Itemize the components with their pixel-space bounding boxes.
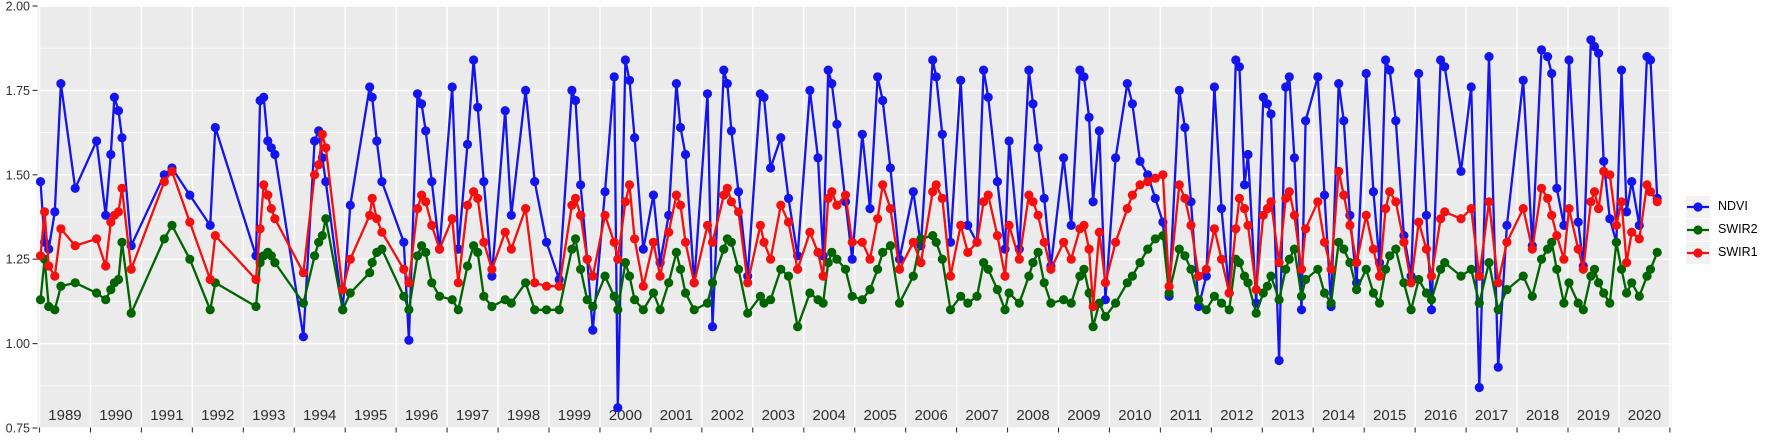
legend-item-swir2: SWIR2	[1686, 218, 1758, 241]
svg-text:2015: 2015	[1373, 407, 1406, 424]
svg-text:2007: 2007	[965, 407, 998, 424]
svg-text:1999: 1999	[558, 407, 591, 424]
legend-label-ndvi: NDVI	[1718, 199, 1748, 214]
svg-text:1.50: 1.50	[6, 168, 30, 182]
svg-text:2002: 2002	[711, 407, 744, 424]
series-swir1	[35, 129, 1662, 312]
svg-text:1992: 1992	[201, 407, 234, 424]
svg-text:2010: 2010	[1118, 407, 1151, 424]
svg-text:2020: 2020	[1628, 407, 1661, 424]
legend: NDVI SWIR2 SWIR1	[1686, 195, 1758, 264]
svg-text:1998: 1998	[507, 407, 540, 424]
svg-text:1994: 1994	[303, 407, 336, 424]
svg-text:2012: 2012	[1220, 407, 1253, 424]
svg-text:2009: 2009	[1067, 407, 1100, 424]
x-axis-ticks	[38, 427, 1671, 433]
legend-item-swir1: SWIR1	[1686, 241, 1758, 264]
svg-text:1.00: 1.00	[6, 337, 30, 351]
series-swir2	[35, 214, 1662, 332]
legend-item-ndvi: NDVI	[1686, 195, 1758, 218]
svg-text:2017: 2017	[1475, 407, 1508, 424]
svg-text:2003: 2003	[762, 407, 795, 424]
svg-text:1.75: 1.75	[6, 84, 30, 98]
svg-text:2.00: 2.00	[6, 0, 30, 14]
x-axis-labels: 1989 1990 1991 1992 1993 1994 1995 1996 1997 1998…	[48, 407, 1661, 424]
svg-text:1995: 1995	[354, 407, 387, 424]
svg-text:2011: 2011	[1170, 407, 1202, 424]
svg-text:2008: 2008	[1016, 407, 1049, 424]
svg-text:1996: 1996	[405, 407, 438, 424]
svg-text:2001: 2001	[660, 407, 693, 424]
svg-text:1993: 1993	[252, 407, 285, 424]
svg-text:1989: 1989	[48, 407, 81, 424]
svg-text:1.25: 1.25	[6, 253, 30, 267]
svg-text:2016: 2016	[1424, 407, 1457, 424]
svg-text:2019: 2019	[1577, 407, 1610, 424]
legend-key-swir2-icon	[1686, 218, 1710, 241]
y-axis: 0.75 1.00 1.25 1.50 1.75 2.00	[6, 0, 38, 436]
svg-text:2005: 2005	[863, 407, 896, 424]
svg-text:1997: 1997	[456, 407, 489, 424]
svg-text:2006: 2006	[914, 407, 947, 424]
legend-key-ndvi-icon	[1686, 195, 1710, 218]
svg-text:2018: 2018	[1526, 407, 1559, 424]
svg-text:0.75: 0.75	[6, 422, 30, 436]
svg-text:2004: 2004	[813, 407, 846, 424]
legend-label-swir2: SWIR2	[1718, 222, 1758, 237]
svg-text:1990: 1990	[99, 407, 132, 424]
svg-text:2014: 2014	[1322, 407, 1355, 424]
legend-label-swir1: SWIR1	[1718, 245, 1758, 260]
svg-text:1991: 1991	[150, 407, 183, 424]
legend-key-swir1-icon	[1686, 241, 1710, 264]
svg-text:2013: 2013	[1271, 407, 1304, 424]
